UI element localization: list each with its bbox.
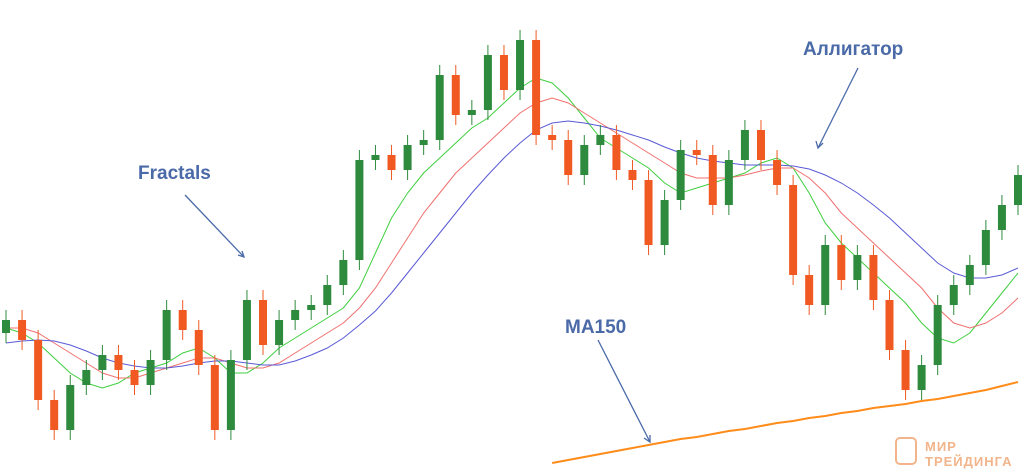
- annotation: MA150: [565, 317, 626, 338]
- candle-body: [789, 185, 798, 275]
- candle-body: [564, 140, 573, 175]
- candle-body: [467, 110, 476, 115]
- candle-body: [917, 365, 926, 390]
- candle-body: [339, 260, 348, 285]
- candle-body: [1014, 175, 1022, 205]
- candle-body: [628, 170, 637, 180]
- candle-body: [997, 205, 1006, 230]
- candle-body: [275, 320, 284, 345]
- candle-body: [965, 265, 974, 285]
- candle-body: [580, 145, 589, 175]
- candle-body: [933, 305, 942, 365]
- candle-body: [242, 300, 251, 360]
- candle-body: [660, 200, 669, 245]
- candle-body: [387, 155, 396, 170]
- candle-body: [596, 135, 605, 145]
- candle-body: [291, 310, 300, 320]
- candle-body: [419, 140, 428, 145]
- candle-body: [307, 305, 316, 310]
- candle-body: [146, 360, 155, 385]
- candle-body: [259, 300, 268, 345]
- candle-body: [194, 330, 203, 365]
- candle-body: [612, 135, 621, 170]
- candle-body: [981, 230, 990, 265]
- candle-body: [210, 365, 219, 430]
- candle-body: [821, 245, 830, 305]
- candles: [2, 30, 1022, 440]
- candle-body: [162, 310, 171, 360]
- indicator-line: [6, 97, 1019, 379]
- candle-body: [435, 75, 444, 140]
- candle-body: [837, 245, 846, 280]
- candle-body: [756, 130, 765, 160]
- candle-body: [708, 155, 717, 205]
- indicator-line: [551, 381, 1019, 464]
- candle-body: [371, 155, 380, 160]
- candle-body: [644, 180, 653, 245]
- candle-body: [114, 355, 123, 370]
- candle-body: [773, 160, 782, 185]
- candle-body: [66, 385, 75, 430]
- candle-body: [885, 300, 894, 350]
- candle-body: [676, 150, 685, 200]
- candle-body: [949, 285, 958, 305]
- candle-body: [853, 255, 862, 280]
- candle-body: [483, 55, 492, 110]
- watermark: МИР: [925, 439, 957, 454]
- candle-body: [724, 160, 733, 205]
- candle-body: [451, 75, 460, 115]
- candle-body: [499, 55, 508, 90]
- candle-body: [82, 370, 91, 385]
- candle-body: [869, 255, 878, 300]
- candle-body: [18, 320, 27, 340]
- candle-body: [548, 135, 557, 140]
- candle-body: [178, 310, 187, 330]
- candle-body: [130, 370, 139, 385]
- annotation: Аллигатор: [803, 39, 903, 60]
- watermark: ТРЕЙДИНГА: [925, 454, 1013, 469]
- indicator-line: [5, 77, 1019, 389]
- arrows: [184, 67, 859, 444]
- logo: МИР ТРЕЙДИНГА: [895, 437, 1013, 469]
- candle-body: [516, 40, 525, 90]
- candle-body: [692, 150, 701, 155]
- candle-body: [2, 320, 10, 333]
- candle-body: [34, 340, 43, 400]
- indicator-line: [5, 120, 1019, 369]
- candle-body: [50, 400, 59, 430]
- candle-body: [805, 275, 814, 305]
- candle-body: [226, 360, 235, 430]
- candle-body: [323, 285, 332, 305]
- candle-body: [901, 350, 910, 390]
- annotation: Fractals: [138, 163, 211, 184]
- candle-body: [740, 130, 749, 160]
- candle-body: [98, 355, 107, 370]
- overlays: [5, 77, 1019, 464]
- candle-body: [403, 145, 412, 170]
- candle-body: [532, 40, 541, 135]
- candle-body: [355, 160, 364, 260]
